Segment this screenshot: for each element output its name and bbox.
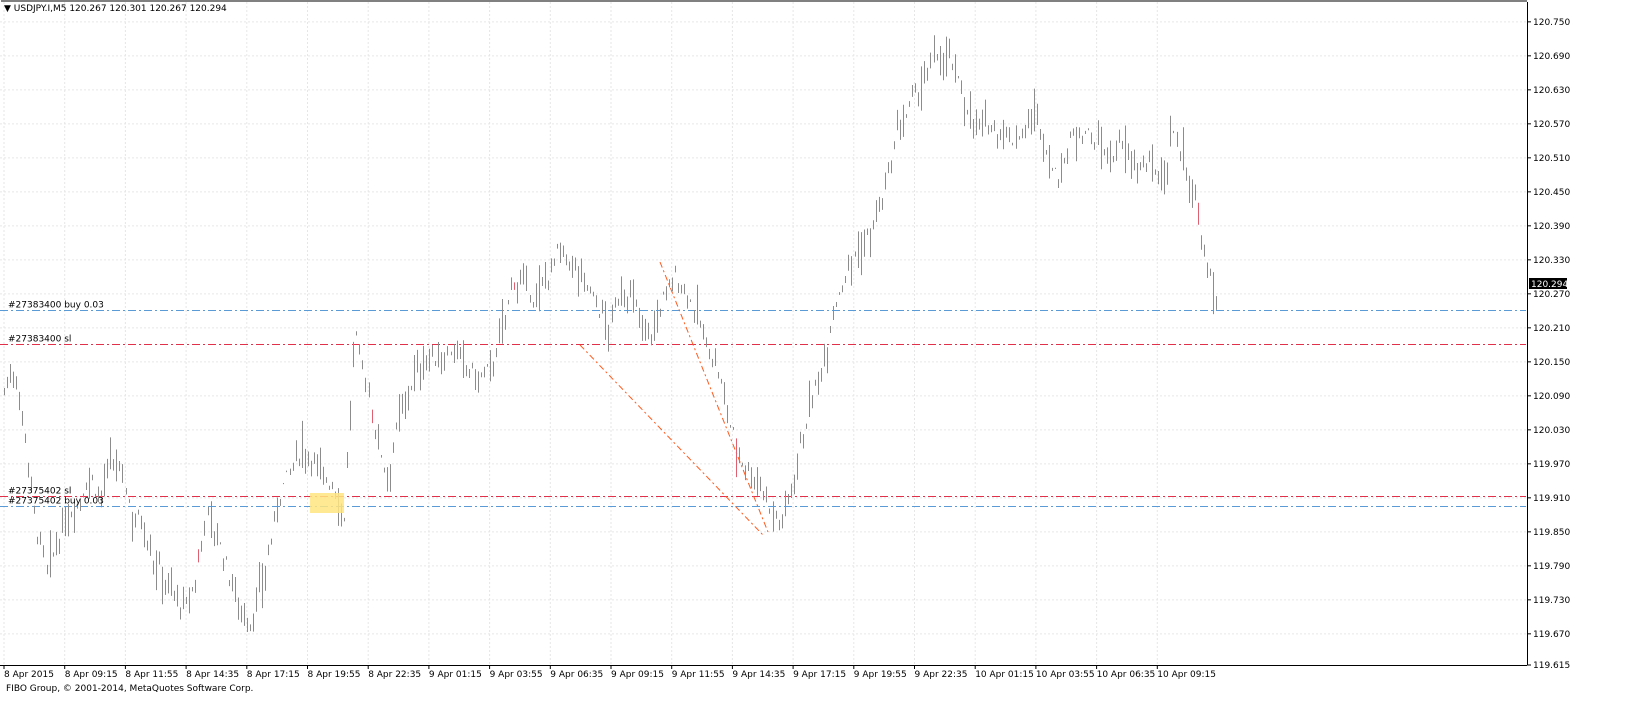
order-lines — [0, 310, 1526, 507]
price-axis: 120.750 120.690 120.630 120.570 120.510 120.4… — [1527, 18, 1570, 671]
price-tick-label: 119.615 — [1533, 661, 1570, 671]
price-tick-label: 120.150 — [1533, 358, 1570, 368]
time-tick-label: 10 Apr 06:35 — [1097, 670, 1156, 680]
time-tick-label: 8 Apr 14:35 — [186, 670, 239, 680]
time-tick-label: 9 Apr 11:55 — [672, 670, 725, 680]
price-bars — [4, 35, 1217, 633]
price-tick-label: 120.210 — [1533, 324, 1570, 334]
price-tick-label: 120.750 — [1533, 18, 1570, 28]
price-tick-label: 120.270 — [1533, 290, 1570, 300]
time-axis: 8 Apr 2015 8 Apr 09:15 8 Apr 11:55 8 Apr 14… — [3, 665, 1216, 680]
price-tick-label: 120.330 — [1533, 256, 1570, 266]
time-tick-label: 10 Apr 09:15 — [1157, 670, 1216, 680]
price-tick-label: 119.670 — [1533, 630, 1570, 640]
trend-line[interactable] — [579, 344, 764, 536]
time-tick-label: 8 Apr 11:55 — [125, 670, 178, 680]
price-tick-label: 119.730 — [1533, 596, 1570, 606]
time-tick-label: 9 Apr 17:15 — [793, 670, 846, 680]
order-label: #27383400 buy 0.03 — [8, 301, 104, 311]
order-labels: #27383400 buy 0.03 #27383400 sl #27375402 … — [8, 301, 104, 507]
time-tick-label: 9 Apr 06:35 — [550, 670, 603, 680]
time-tick-label: 10 Apr 01:15 — [975, 670, 1034, 680]
price-tick-label: 119.910 — [1533, 494, 1570, 504]
price-tick-label: 120.690 — [1533, 52, 1570, 62]
order-marker[interactable] — [310, 493, 344, 513]
price-tick-label: 119.850 — [1533, 528, 1570, 538]
price-tick-label: 120.390 — [1533, 222, 1570, 232]
copyright-text: FIBO Group, © 2001-2014, MetaQuotes Soft… — [6, 684, 254, 694]
time-tick-label: 9 Apr 22:35 — [915, 670, 968, 680]
order-label: #27375402 sl — [8, 487, 71, 497]
order-label: #27375402 buy 0.03 — [8, 497, 104, 507]
symbol-title: USDJPY.I,M5 — [13, 4, 67, 14]
time-tick-label: 10 Apr 03:55 — [1036, 670, 1095, 680]
chart-title[interactable]: ▼ USDJPY.I,M5 120.267 120.301 120.267 12… — [4, 4, 227, 14]
time-tick-label: 9 Apr 09:15 — [611, 670, 664, 680]
price-tick-label: 120.510 — [1533, 154, 1570, 164]
price-tick-label: 120.630 — [1533, 86, 1570, 96]
price-tick-label: 120.450 — [1533, 188, 1570, 198]
dropdown-triangle-icon[interactable]: ▼ — [4, 4, 11, 14]
price-tick-label: 119.970 — [1533, 460, 1570, 470]
current-price-label: 120.294 — [1531, 280, 1568, 290]
current-price-badge — [1529, 278, 1567, 289]
time-tick-label: 9 Apr 14:35 — [732, 670, 785, 680]
price-tick-label: 120.030 — [1533, 426, 1570, 436]
time-tick-label: 8 Apr 19:55 — [308, 670, 361, 680]
trend-lines — [579, 261, 769, 536]
time-tick-label: 9 Apr 03:55 — [490, 670, 543, 680]
time-tick-label: 8 Apr 2015 — [4, 670, 54, 680]
time-tick-label: 8 Apr 17:15 — [247, 670, 300, 680]
trend-line[interactable] — [659, 261, 769, 533]
time-tick-label: 8 Apr 22:35 — [368, 670, 421, 680]
price-tick-label: 120.090 — [1533, 392, 1570, 402]
time-tick-label: 9 Apr 19:55 — [854, 670, 907, 680]
order-label: #27383400 sl — [8, 335, 71, 345]
time-tick-label: 8 Apr 09:15 — [65, 670, 118, 680]
price-tick-label: 120.570 — [1533, 120, 1570, 130]
price-tick-label: 119.790 — [1533, 562, 1570, 572]
time-tick-label: 9 Apr 01:15 — [429, 670, 482, 680]
ohlc-values: 120.267 120.301 120.267 120.294 — [69, 4, 227, 14]
grid — [0, 2, 1526, 665]
